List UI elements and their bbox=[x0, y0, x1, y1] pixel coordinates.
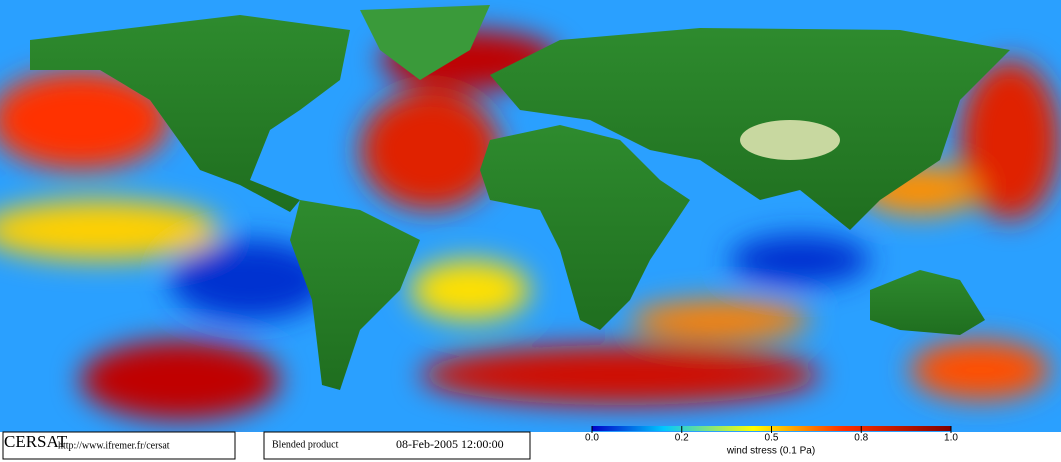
colorbar-tick-label: 0.5 bbox=[765, 433, 779, 444]
product: Blended product bbox=[272, 439, 339, 450]
land bbox=[30, 5, 1010, 390]
logo: CERSAT bbox=[4, 432, 68, 451]
colorbar-tick-label: 0.0 bbox=[585, 433, 599, 444]
info-box bbox=[263, 431, 531, 460]
colorbar-tick-label: 0.2 bbox=[675, 433, 689, 444]
colorbar-tick-label: 1.0 bbox=[944, 433, 958, 444]
timestamp: 08-Feb-2005 12:00:00 bbox=[396, 437, 504, 451]
colorbar-label: wind stress (0.1 Pa) bbox=[726, 446, 815, 457]
colorbar-tick-label: 0.8 bbox=[854, 433, 868, 444]
logo-box bbox=[2, 431, 236, 460]
url: http://www.ifremer.fr/cersat bbox=[58, 440, 170, 451]
